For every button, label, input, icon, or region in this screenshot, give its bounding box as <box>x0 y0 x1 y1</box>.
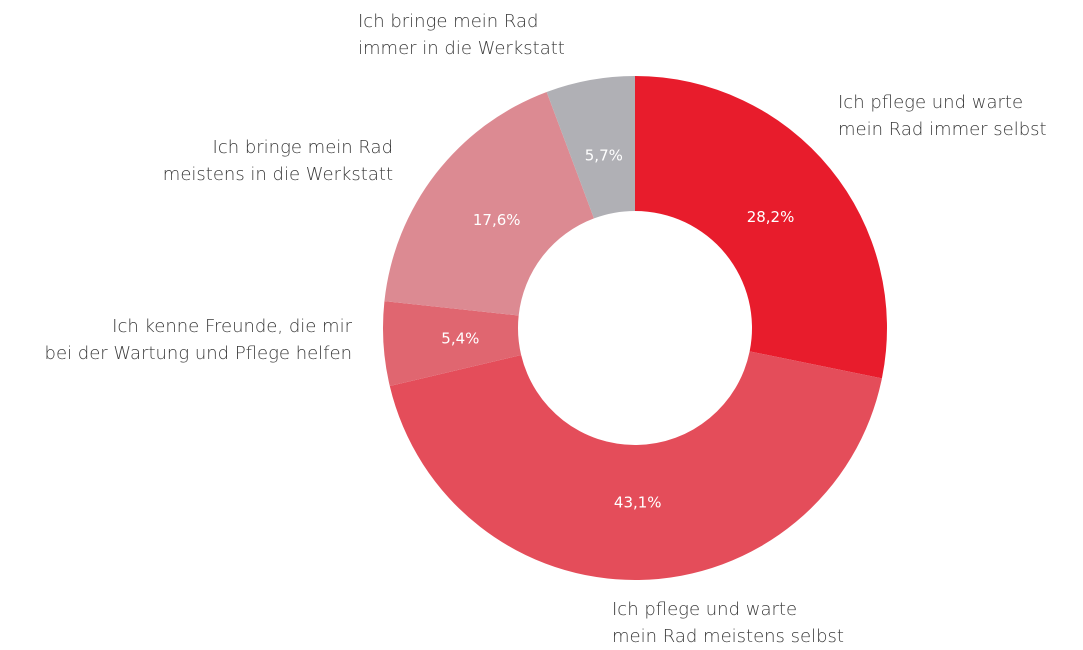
category-label: Ich kenne Freunde, die mir bei der Wartu… <box>44 316 352 364</box>
category-label: Ich bringe mein Rad meistens in die Werk… <box>162 137 393 185</box>
donut-segment <box>546 76 635 219</box>
donut-segment <box>635 76 887 379</box>
value-label: 17,6% <box>473 211 521 229</box>
value-label: 28,2% <box>747 208 795 226</box>
category-label: Ich pflege und warte mein Rad immer selb… <box>838 92 1047 140</box>
donut-segment <box>384 91 594 316</box>
value-label: 43,1% <box>614 493 662 511</box>
value-label: 5,7% <box>585 146 623 164</box>
category-label: Ich pflege und warte mein Rad meistens s… <box>612 599 844 647</box>
category-label: Ich bringe mein Rad immer in die Werksta… <box>358 11 565 59</box>
donut-segment <box>389 351 882 581</box>
donut-segment <box>383 301 522 387</box>
value-label: 5,4% <box>441 329 479 347</box>
